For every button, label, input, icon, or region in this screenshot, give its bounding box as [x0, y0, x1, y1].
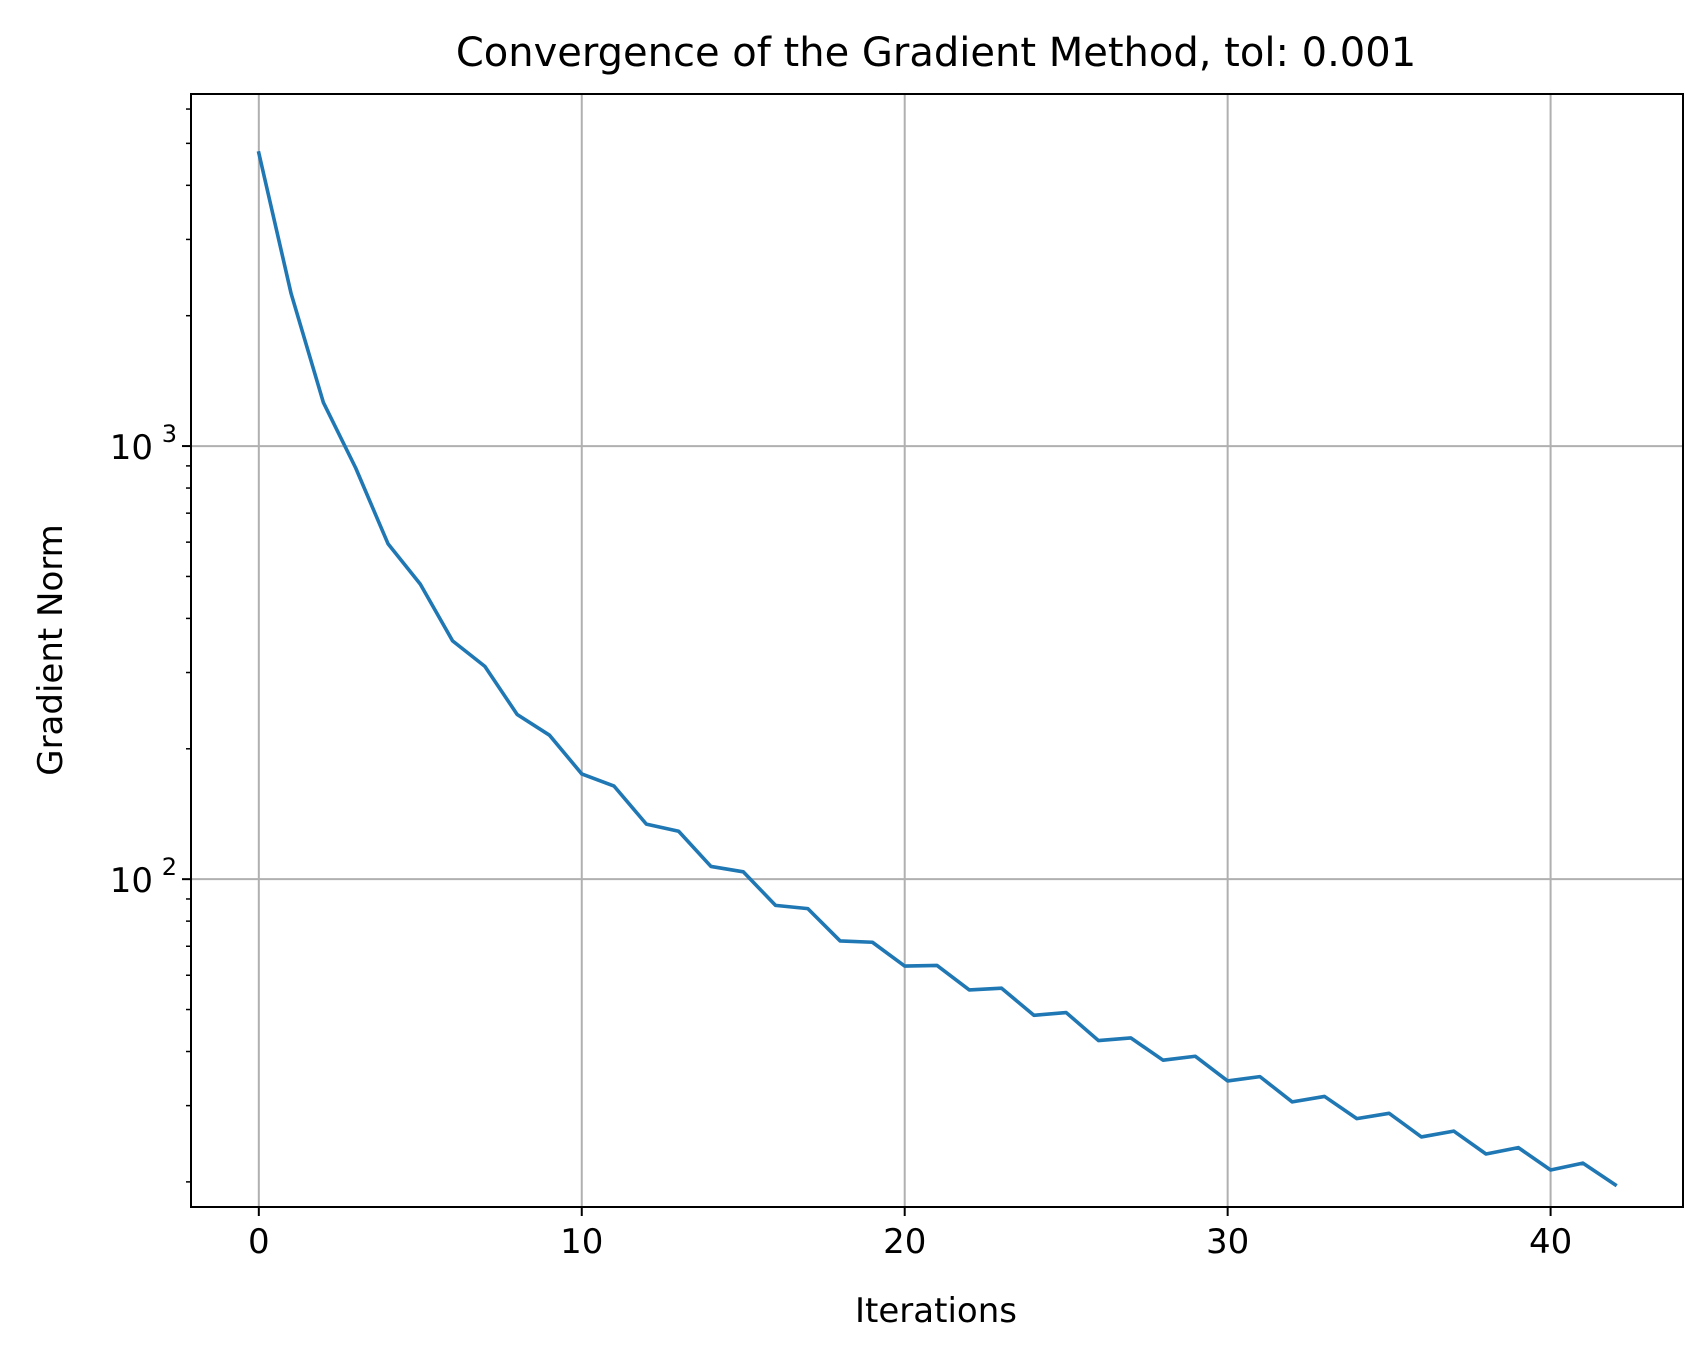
x-tick-label: 40 [1529, 1222, 1572, 1262]
x-tick-label: 10 [560, 1222, 603, 1262]
y-tick-label: 10 [110, 861, 153, 901]
y-tick-exponent: 2 [162, 853, 177, 881]
plot-frame [190, 93, 1684, 1208]
y-tick-exponent: 3 [162, 420, 177, 448]
grid [191, 94, 1683, 1207]
axis-ticks: 0 10 20 30 40 10 2 10 3 [110, 108, 1572, 1262]
x-tick-label: 20 [883, 1222, 926, 1262]
y-axis-label: Gradient Norm [31, 524, 71, 776]
y-tick-label: 10 [110, 428, 153, 468]
chart-title: Convergence of the Gradient Method, tol:… [456, 30, 1416, 76]
series-line [256, 150, 1618, 1188]
series-layer [256, 150, 1618, 1188]
x-axis-label: Iterations [855, 1291, 1017, 1331]
x-tick-label: 30 [1206, 1222, 1249, 1262]
x-tick-label: 0 [248, 1222, 270, 1262]
